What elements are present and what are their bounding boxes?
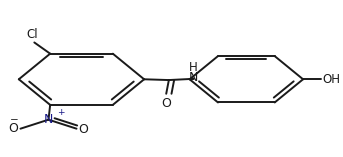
Text: O: O <box>8 122 18 135</box>
Text: N: N <box>189 71 198 84</box>
Text: O: O <box>161 97 171 110</box>
Text: +: + <box>57 108 64 117</box>
Text: O: O <box>78 123 88 136</box>
Text: N: N <box>44 113 53 126</box>
Text: −: − <box>10 115 19 125</box>
Text: Cl: Cl <box>26 28 37 41</box>
Text: H: H <box>189 61 198 74</box>
Text: OH: OH <box>323 73 341 86</box>
